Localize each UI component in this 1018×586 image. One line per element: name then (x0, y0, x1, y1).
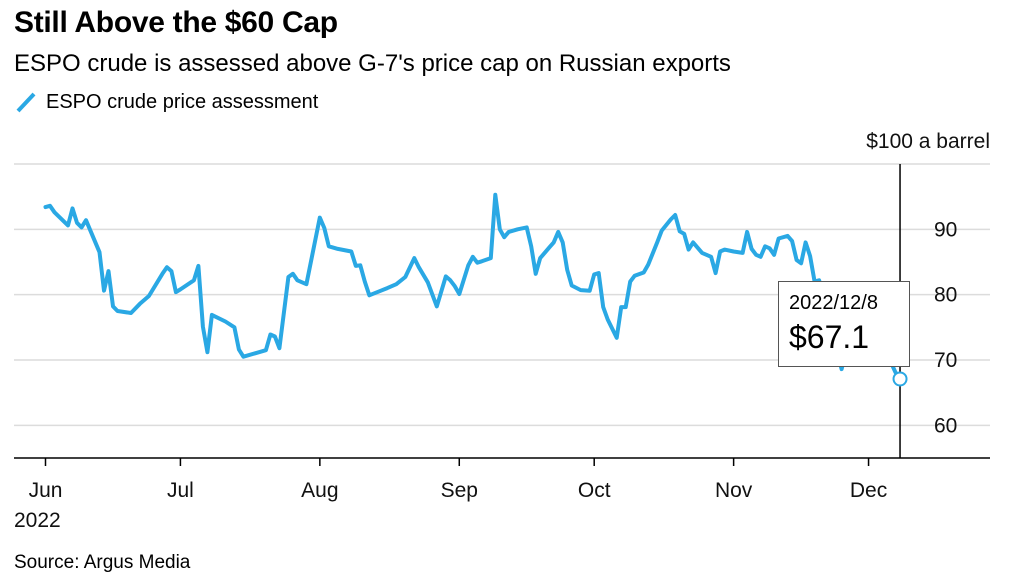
series-line-espo (43, 192, 902, 381)
callout-date: 2022/12/8 (789, 292, 878, 314)
legend: ESPO crude price assessment (14, 90, 318, 114)
y-axis-unit-label: $100 a barrel (866, 130, 990, 153)
value-callout: 2022/12/8 $67.1 (778, 281, 910, 367)
y-tick-label: 60 (934, 414, 957, 437)
y-tick-label: 80 (934, 284, 957, 307)
x-tick-sublabel: 2022 (14, 509, 61, 532)
source-note: Source: Argus Media (14, 552, 191, 573)
chart-title: Still Above the $60 Cap (14, 6, 338, 39)
x-tick-label: Nov (715, 479, 753, 502)
x-tick-label: Aug (301, 479, 338, 502)
x-tick-label: Dec (850, 479, 887, 502)
y-tick-label: 90 (934, 218, 957, 241)
x-tick-label: Sep (441, 479, 478, 502)
legend-label: ESPO crude price assessment (46, 90, 319, 113)
callout-value: $67.1 (789, 319, 870, 355)
x-tick-label: Oct (578, 479, 611, 502)
chart-subtitle: ESPO crude is assessed above G-7's price… (14, 50, 731, 77)
x-tick-label: Jul (167, 479, 194, 502)
latest-value-point (892, 371, 908, 387)
x-tick-label: Jun (29, 479, 63, 502)
legend-line-icon (16, 92, 36, 113)
y-tick-label: 70 (934, 349, 957, 372)
